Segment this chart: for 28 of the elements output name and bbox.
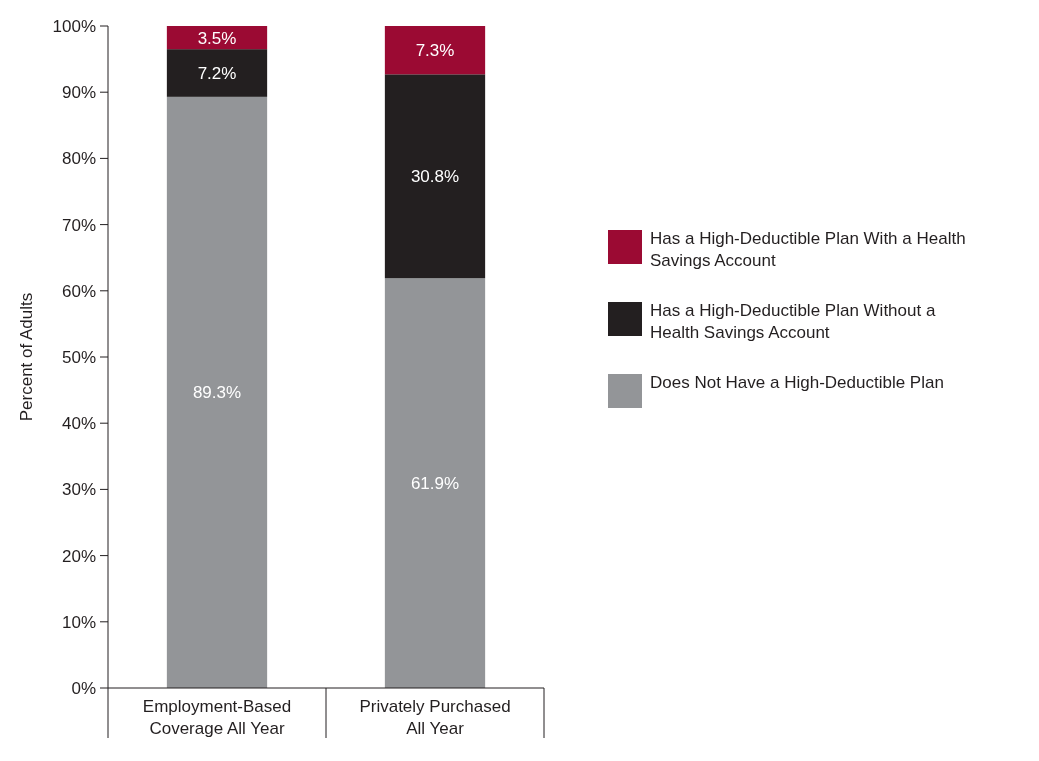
y-tick-label: 60% [61,281,96,301]
data-label: 7.2% [197,64,237,83]
data-label: 61.9% [410,474,460,494]
y-tick-label: 0% [71,679,96,698]
bar [384,26,486,75]
bar [166,49,268,97]
legend-label: Does Not Have a High-Deductible Plan [650,373,944,392]
data-label: 30.8% [410,167,460,187]
x-tick-label: Employment-Based Coverage All Year [142,697,292,738]
y-axis-title: Percent of Adults [17,292,36,422]
data-label: 7.3% [415,41,455,61]
y-tick-label: 70% [61,215,96,235]
y-tick-label: 100% [52,17,96,36]
y-tick-label: 30% [61,480,96,500]
data-label: 89.3% [192,383,242,403]
bar [384,278,486,688]
legend-label: Has a High-Deductible Plan Without a Health Savings Account [650,301,936,342]
x-tick-label: Privately Purchased All Year [359,697,511,738]
y-tick-label: 20% [61,546,96,566]
legend-label: Has a High-Deductible Plan With a Health Savings Account [650,229,966,270]
data-label: 3.5% [197,28,237,48]
y-tick-label: 90% [61,83,96,103]
y-tick-label: 80% [61,149,96,169]
y-tick-label: 50% [61,348,96,367]
bar [166,96,268,688]
y-tick-label: 10% [61,612,96,632]
y-tick-label: 40% [61,414,96,434]
bar [384,74,486,279]
